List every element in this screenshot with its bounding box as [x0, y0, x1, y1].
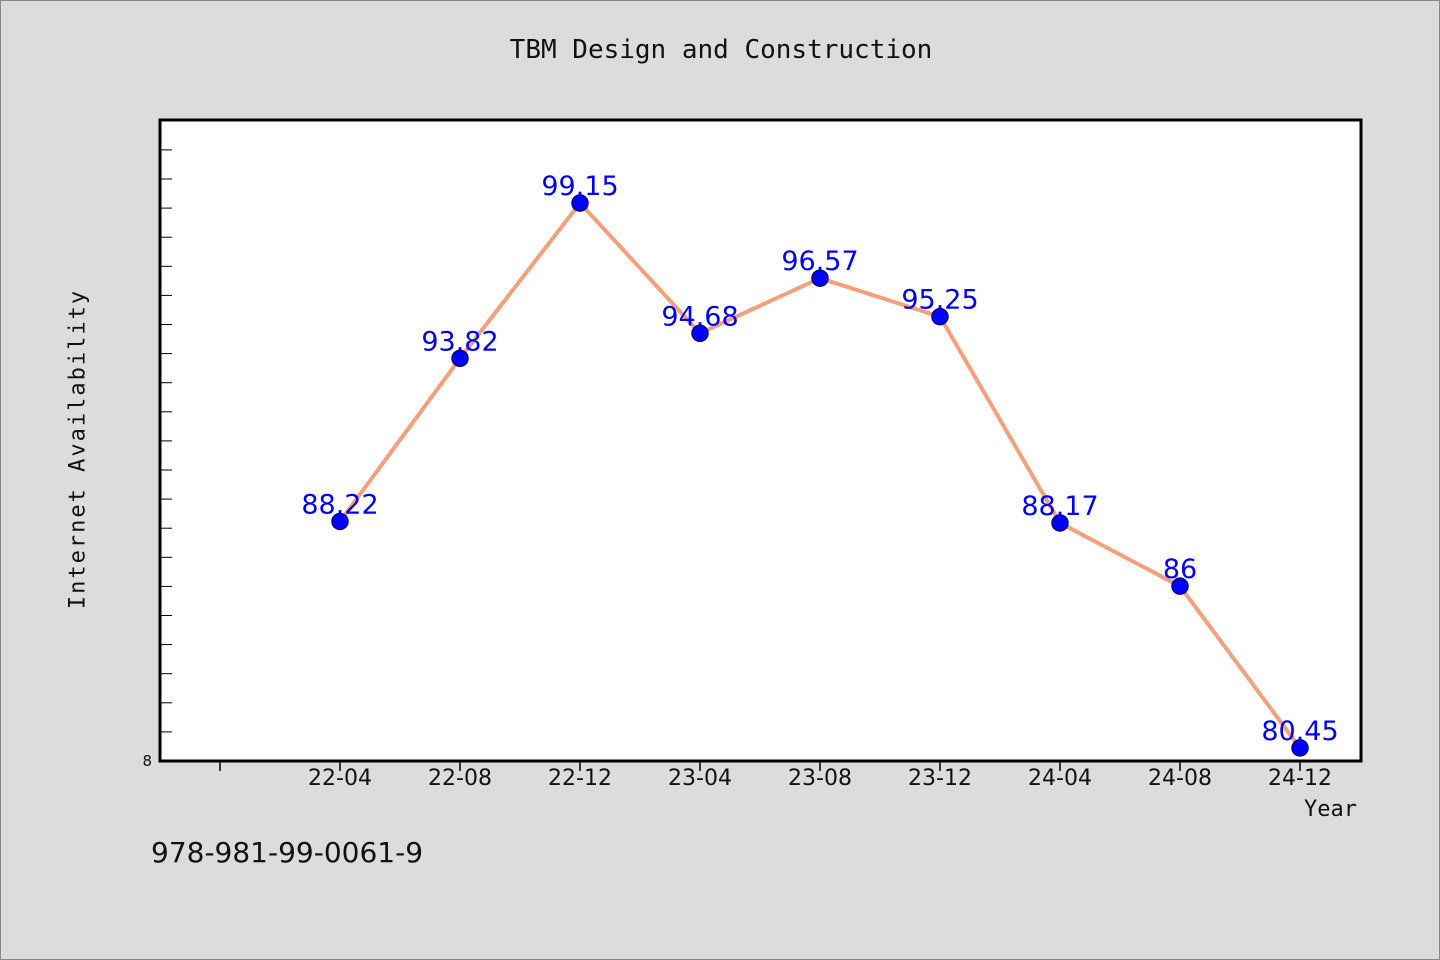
data-point [811, 269, 829, 287]
chart-title: TBM Design and Construction [509, 35, 933, 65]
data-label: 94.68 [661, 301, 738, 332]
plot-area [160, 120, 1361, 761]
data-point [451, 349, 469, 368]
x-axis-label: Year [1304, 797, 1357, 822]
x-tick-label: 23-04 [668, 766, 732, 791]
data-label: 88.22 [301, 489, 378, 520]
data-label: 96.57 [781, 246, 858, 277]
data-point [1051, 514, 1069, 532]
data-label: 86 [1163, 554, 1197, 585]
x-tick-label: 24-12 [1268, 766, 1332, 791]
data-label: 80.45 [1261, 716, 1338, 747]
data-point [691, 324, 709, 343]
data-label: 88.17 [1021, 491, 1098, 522]
x-tick-label: 22-12 [548, 766, 612, 791]
data-label: 99.15 [541, 171, 618, 202]
isbn-text: 978-981-99-0061-9 [151, 836, 424, 869]
data-label: 93.82 [421, 326, 498, 357]
y-tick-label: 8 [142, 752, 152, 770]
data-label: 95.25 [901, 285, 978, 316]
data-point [571, 194, 589, 212]
plot-border [158, 118, 1363, 763]
x-tick-label: 23-08 [788, 766, 852, 791]
x-tick-label: 22-04 [308, 766, 372, 791]
data-point [331, 512, 349, 531]
data-point [1171, 577, 1189, 595]
data-point [1291, 739, 1309, 757]
x-tick-label: 23-12 [908, 766, 972, 791]
x-tick-label: 22-08 [428, 766, 492, 791]
x-tick-label: 24-04 [1028, 766, 1092, 791]
data-point [931, 307, 949, 326]
x-tick-label: 24-08 [1148, 766, 1212, 791]
